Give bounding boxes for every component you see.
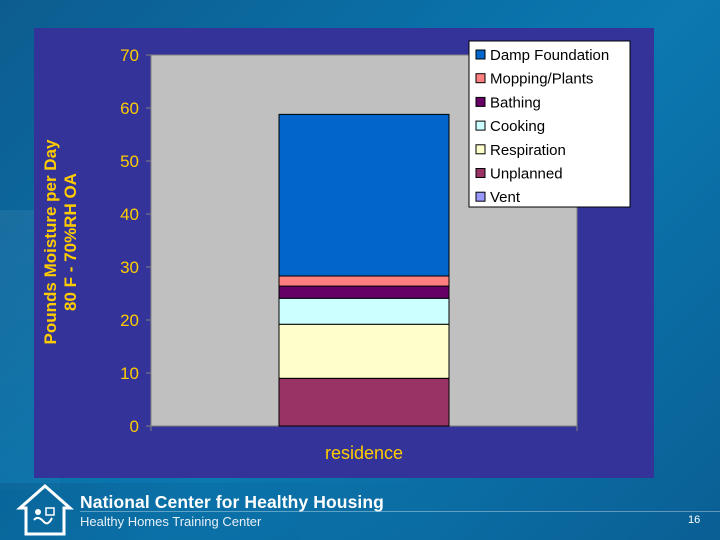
organization-subtitle: Healthy Homes Training Center	[80, 514, 262, 529]
legend-label: Unplanned	[490, 166, 563, 183]
y-axis-label-line1: Pounds Moisture per Day	[41, 139, 60, 345]
bar-segment-cooking	[278, 297, 450, 325]
legend-swatch	[475, 168, 486, 178]
legend-label: Respiration	[490, 142, 566, 159]
legend-swatch	[475, 144, 486, 155]
footer-band	[0, 483, 720, 540]
legend-label: Damp Foundation	[490, 47, 609, 64]
y-tick-label: 40	[120, 205, 139, 224]
y-tick-label: 50	[120, 152, 139, 171]
y-tick-label: 0	[130, 417, 139, 436]
bar-segment-damp-foundation	[278, 113, 450, 277]
legend-swatch	[475, 120, 486, 131]
y-tick-label: 10	[120, 364, 139, 383]
chart-panel: 0 10 20 30 40 50 60 70 Pounds Moisture per Day …	[34, 28, 654, 478]
y-tick-label: 70	[120, 46, 139, 65]
bar-segment-respiration	[278, 323, 450, 379]
x-category-label: residence	[325, 443, 403, 463]
house-logo-icon	[16, 484, 74, 536]
footer-divider	[80, 511, 720, 512]
legend: Damp Foundation Mopping/Plants Bathing Cook…	[468, 40, 631, 208]
y-axis-label-line2: 80 F - 70%RH OA	[61, 173, 80, 311]
y-tick-label: 20	[120, 311, 139, 330]
organization-name: National Center for Healthy Housing	[80, 492, 384, 512]
page-number: 16	[688, 514, 701, 526]
legend-swatch	[475, 96, 486, 107]
legend-swatch	[475, 73, 486, 84]
legend-label: Bathing	[490, 94, 541, 111]
bar-segment-unplanned	[278, 377, 450, 427]
legend-label: Cooking	[490, 118, 545, 135]
bar-segment-bathing	[278, 285, 450, 299]
y-tick-label: 60	[120, 99, 139, 118]
legend-box	[468, 40, 631, 208]
legend-swatch	[475, 49, 486, 60]
bar-segment-mopping-plants	[278, 275, 450, 287]
legend-label: Mopping/Plants	[490, 71, 593, 88]
legend-swatch	[475, 191, 486, 202]
legend-label: Vent	[490, 189, 521, 206]
y-tick-label: 30	[120, 258, 139, 277]
